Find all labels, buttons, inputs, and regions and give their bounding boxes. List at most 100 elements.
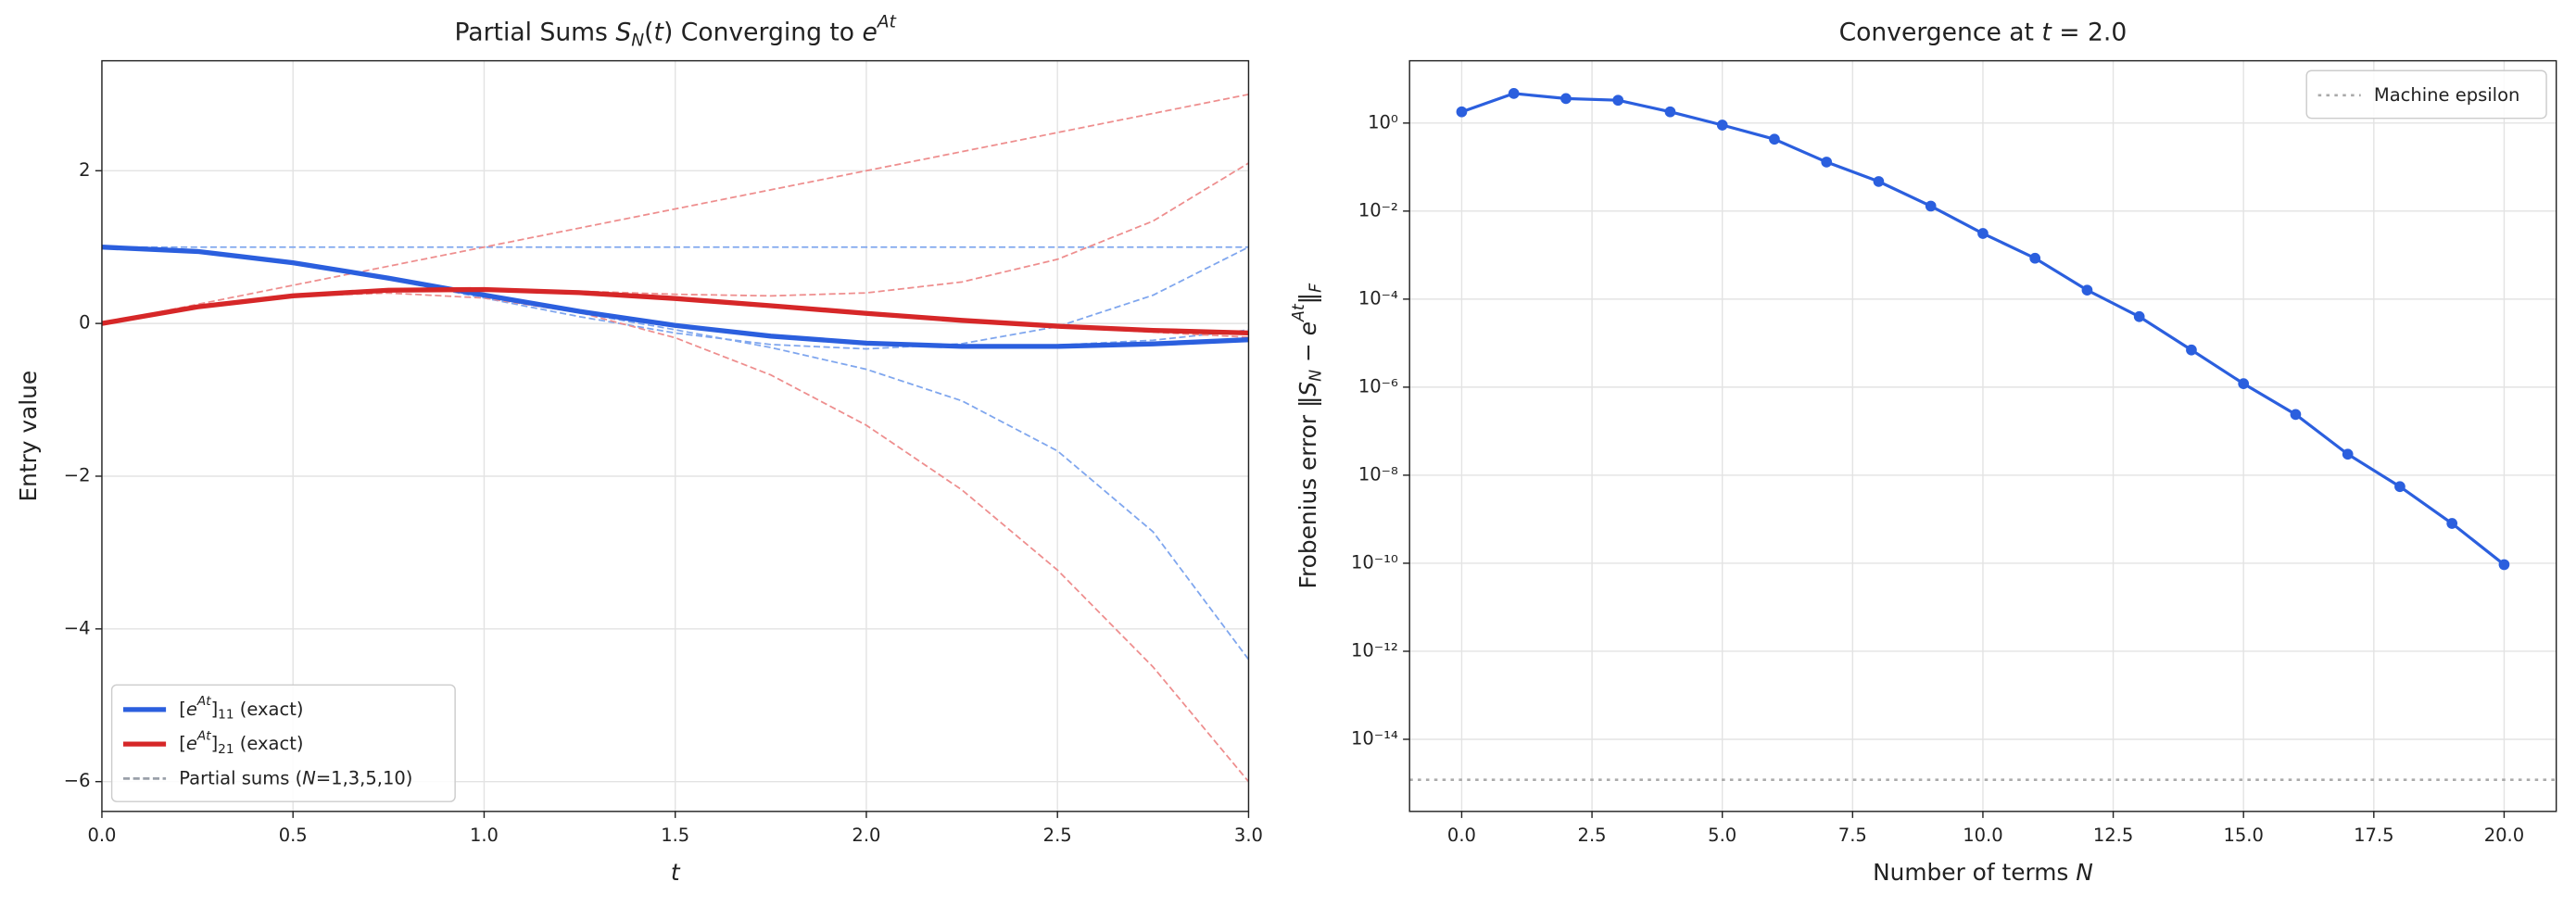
y-tick-label: −2 xyxy=(64,464,91,485)
text-part: Partial sums ( xyxy=(179,767,302,788)
text-part: N xyxy=(1307,370,1325,382)
marker xyxy=(2446,518,2458,529)
x-tick-label: 7.5 xyxy=(1838,825,1867,846)
x-axis-label: t xyxy=(671,859,681,886)
legend-label: [eAt]21 (exact) xyxy=(179,728,303,757)
text-part: Entry value xyxy=(15,371,42,502)
text-part: (exact) xyxy=(234,698,304,719)
text-part: e xyxy=(1294,321,1321,335)
x-tick-label: 1.5 xyxy=(661,825,689,846)
chart-title: Partial Sums SN(t) Converging to eAt xyxy=(454,12,896,50)
axes-frame xyxy=(1408,59,2557,813)
marker xyxy=(2394,481,2406,493)
legend-label: Machine epsilon xyxy=(2374,83,2520,105)
marker xyxy=(2290,409,2302,421)
marker xyxy=(2186,344,2197,356)
partial-sum-line xyxy=(101,94,1249,325)
y-tick-label: −4 xyxy=(64,617,91,638)
text-part: At xyxy=(877,12,897,31)
text-part: =1,3,5,10) xyxy=(316,767,413,788)
text-part: ‖ xyxy=(1294,293,1321,304)
marker xyxy=(2029,252,2041,264)
text-part: (exact) xyxy=(234,733,304,754)
text-part: ) Converging to xyxy=(663,18,863,46)
text-part: S xyxy=(615,18,631,46)
y-axis-label: Entry value xyxy=(15,371,42,502)
x-tick-label: 10.0 xyxy=(1963,825,2002,846)
text-part: N xyxy=(302,767,316,788)
y-tick-label: 0 xyxy=(79,312,90,334)
legend-box xyxy=(110,684,456,802)
y-tick-label: 10⁻⁴ xyxy=(1358,287,1398,309)
chart-title: Convergence at t = 2.0 xyxy=(1839,18,2128,46)
text-part: Convergence at xyxy=(1839,18,2042,46)
marker xyxy=(2342,448,2354,460)
marker xyxy=(1873,176,1885,187)
marker xyxy=(2498,559,2510,571)
x-tick-label: 2.5 xyxy=(1043,825,1072,846)
y-tick-label: 10⁻¹⁴ xyxy=(1351,727,1398,749)
text-part: F xyxy=(1307,283,1325,293)
x-tick-label: 20.0 xyxy=(2484,825,2524,846)
legend-label: Partial sums (N=1,3,5,10) xyxy=(179,767,412,788)
y-tick-label: 2 xyxy=(79,159,90,181)
y-tick-label: 10⁻¹⁰ xyxy=(1351,551,1398,573)
text-part: ( xyxy=(644,18,653,46)
legend-label: [eAt]11 (exact) xyxy=(179,694,303,723)
marker xyxy=(1769,133,1780,145)
x-tick-label: 2.0 xyxy=(852,825,880,846)
text-part: N xyxy=(631,31,644,50)
text-part: e xyxy=(186,733,197,754)
x-tick-label: 5.0 xyxy=(1708,825,1736,846)
marker xyxy=(1612,94,1624,107)
text-part: = 2.0 xyxy=(2052,18,2127,46)
text-part: 11 xyxy=(218,708,234,723)
text-part: t xyxy=(2041,18,2052,46)
marker xyxy=(2133,310,2145,322)
text-part: ] xyxy=(211,733,219,754)
text-part: S xyxy=(1294,382,1321,397)
text-part: t xyxy=(671,859,681,886)
axes-frame xyxy=(101,59,1250,813)
series-line xyxy=(101,286,1249,336)
x-tick-label: 17.5 xyxy=(2354,825,2393,846)
text-part: At xyxy=(196,728,211,743)
text-part: At xyxy=(1290,303,1308,322)
text-part: [ xyxy=(179,733,186,754)
y-tick-label: −6 xyxy=(64,770,91,791)
x-tick-label: 0.5 xyxy=(279,825,308,846)
marker xyxy=(1925,200,1937,212)
y-tick-label: 10⁻⁶ xyxy=(1358,375,1398,397)
y-tick-label: 10⁻² xyxy=(1358,199,1398,220)
text-part: Machine epsilon xyxy=(2374,83,2520,105)
text-part: ] xyxy=(211,698,219,719)
marker xyxy=(1716,120,1728,131)
marker xyxy=(1977,228,1989,239)
marker xyxy=(1456,106,1468,118)
x-tick-label: 3.0 xyxy=(1234,825,1263,846)
x-tick-label: 12.5 xyxy=(2093,825,2133,846)
y-tick-label: 10⁻¹² xyxy=(1351,639,1398,661)
marker xyxy=(1664,106,1676,118)
text-part: Partial Sums xyxy=(454,18,615,46)
x-tick-label: 0.0 xyxy=(87,825,116,846)
y-axis-label: Frobenius error ‖SN − eAt‖F xyxy=(1290,283,1326,589)
text-part: − xyxy=(1294,335,1321,370)
x-axis-label: Number of terms N xyxy=(1873,859,2093,886)
text-part: e xyxy=(863,18,878,46)
y-tick-label: 10⁰ xyxy=(1368,111,1398,132)
marker xyxy=(1560,93,1572,105)
x-tick-label: 0.0 xyxy=(1447,825,1476,846)
x-tick-label: 15.0 xyxy=(2223,825,2263,846)
text-part: N xyxy=(2076,859,2093,886)
series-line xyxy=(101,245,1249,349)
text-part: [ xyxy=(179,698,186,719)
marker xyxy=(2081,284,2093,296)
x-tick-label: 1.0 xyxy=(470,825,499,846)
x-tick-label: 2.5 xyxy=(1578,825,1607,846)
legend-box xyxy=(2305,69,2547,120)
text-part: At xyxy=(196,694,211,709)
marker xyxy=(1821,157,1833,168)
